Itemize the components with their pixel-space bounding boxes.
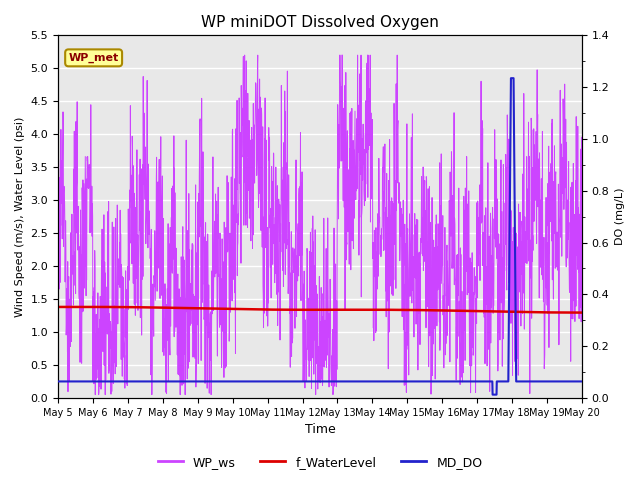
Y-axis label: Wind Speed (m/s), Water Level (psi): Wind Speed (m/s), Water Level (psi) xyxy=(15,117,25,317)
MD_DO xyxy=(295,379,303,384)
WP_ws xyxy=(563,221,571,227)
f_WaterLevel xyxy=(309,307,317,312)
WP_ws xyxy=(54,317,62,323)
MD_DO xyxy=(467,379,474,384)
WP_ws xyxy=(92,392,99,397)
MD_DO xyxy=(563,379,571,384)
MD_DO xyxy=(309,379,317,384)
f_WaterLevel xyxy=(79,304,87,310)
WP_ws xyxy=(81,264,88,269)
Text: WP_met: WP_met xyxy=(68,53,119,63)
f_WaterLevel xyxy=(563,310,571,315)
Title: WP miniDOT Dissolved Oxygen: WP miniDOT Dissolved Oxygen xyxy=(201,15,439,30)
f_WaterLevel xyxy=(563,310,571,315)
MD_DO xyxy=(81,379,88,384)
WP_ws xyxy=(578,249,586,255)
WP_ws xyxy=(296,253,303,259)
MD_DO xyxy=(54,379,62,384)
WP_ws xyxy=(310,239,317,245)
f_WaterLevel xyxy=(578,310,586,315)
f_WaterLevel xyxy=(467,308,475,314)
f_WaterLevel xyxy=(295,307,303,312)
WP_ws xyxy=(563,255,571,261)
f_WaterLevel xyxy=(81,304,89,310)
MD_DO xyxy=(563,379,571,384)
Line: WP_ws: WP_ws xyxy=(58,55,582,395)
MD_DO xyxy=(507,75,515,81)
X-axis label: Time: Time xyxy=(305,423,335,436)
Line: MD_DO: MD_DO xyxy=(58,78,582,395)
WP_ws xyxy=(241,52,248,58)
Line: f_WaterLevel: f_WaterLevel xyxy=(58,307,582,312)
WP_ws xyxy=(467,296,475,302)
f_WaterLevel xyxy=(54,304,62,310)
Legend: WP_ws, f_WaterLevel, MD_DO: WP_ws, f_WaterLevel, MD_DO xyxy=(152,451,488,474)
Y-axis label: DO (mg/L): DO (mg/L) xyxy=(615,188,625,245)
MD_DO xyxy=(489,392,497,397)
MD_DO xyxy=(578,379,586,384)
